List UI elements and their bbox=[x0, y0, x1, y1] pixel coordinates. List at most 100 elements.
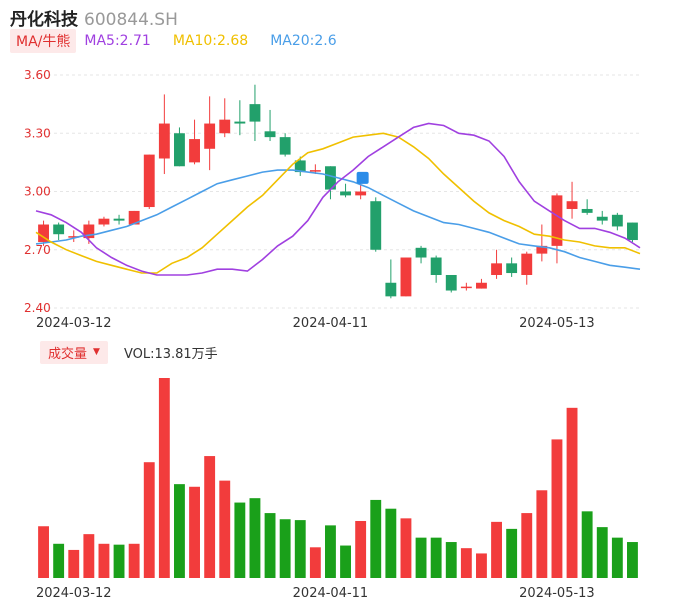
volume-bar bbox=[83, 534, 95, 578]
caret-down-icon: ▼ bbox=[93, 347, 100, 357]
candle-body bbox=[581, 208, 593, 213]
candle-body bbox=[460, 286, 472, 289]
candle-body bbox=[400, 257, 412, 297]
volume-bar bbox=[279, 519, 291, 578]
volume-bar bbox=[158, 378, 170, 578]
volume-bar bbox=[627, 542, 638, 578]
candle-body bbox=[521, 253, 533, 275]
ma10-value: MA10:2.68 bbox=[172, 33, 249, 49]
x-tick-label: 2024-04-11 bbox=[293, 316, 369, 331]
volume-bar bbox=[249, 498, 261, 578]
candle-body bbox=[98, 218, 110, 225]
volume-bar bbox=[325, 525, 336, 578]
candle-body bbox=[627, 222, 638, 241]
volume-bar bbox=[98, 543, 110, 578]
candle-body bbox=[128, 210, 140, 225]
volume-bar bbox=[38, 526, 49, 578]
ma10-line bbox=[35, 132, 641, 274]
volume-toggle-button[interactable]: 成交量 ▼ bbox=[40, 340, 108, 364]
candle-body bbox=[370, 201, 382, 250]
volume-x-tick-label: 2024-04-11 bbox=[293, 586, 369, 601]
candle-body bbox=[234, 121, 246, 124]
candle-body bbox=[249, 104, 261, 122]
candle-body bbox=[536, 245, 548, 254]
volume-bar bbox=[128, 543, 140, 578]
stock-name: 丹化科技 bbox=[10, 10, 78, 30]
candle-body bbox=[294, 160, 306, 173]
x-tick-label: 2024-03-12 bbox=[36, 316, 112, 331]
candle-body bbox=[279, 137, 291, 155]
volume-bar bbox=[415, 537, 427, 578]
volume-bar bbox=[234, 502, 246, 578]
volume-bar bbox=[189, 486, 200, 578]
volume-bar bbox=[370, 499, 382, 578]
volume-bar bbox=[204, 456, 216, 578]
y-tick-label: 2.40 bbox=[24, 301, 51, 315]
ma20-line bbox=[35, 169, 641, 270]
candle-body bbox=[174, 133, 185, 167]
candle-body bbox=[325, 166, 336, 190]
candle-body bbox=[219, 119, 231, 134]
volume-legend: 成交量 ▼ VOL:13.81万手 bbox=[40, 340, 218, 364]
stock-code: 600844.SH bbox=[84, 10, 178, 30]
y-tick-label: 3.30 bbox=[24, 126, 51, 140]
volume-x-tick-label: 2024-05-13 bbox=[519, 586, 595, 601]
candle-body bbox=[189, 139, 200, 163]
candle-body bbox=[83, 224, 95, 239]
volume-bar bbox=[566, 407, 578, 578]
ma5-value: MA5:2.71 bbox=[84, 33, 151, 49]
candle-body bbox=[491, 263, 502, 275]
volume-bar bbox=[143, 462, 155, 578]
y-tick-label: 3.00 bbox=[24, 185, 51, 199]
volume-bar bbox=[521, 513, 533, 578]
candle-body bbox=[566, 201, 578, 209]
volume-bar bbox=[611, 537, 623, 578]
volume-bar bbox=[430, 537, 442, 578]
candle-body bbox=[355, 191, 367, 196]
candle-body bbox=[506, 263, 518, 274]
candle-body bbox=[551, 195, 563, 246]
volume-toggle-label: 成交量 bbox=[48, 346, 88, 362]
candle-body bbox=[53, 224, 65, 235]
candle-body bbox=[158, 123, 170, 159]
candle-body bbox=[445, 274, 457, 291]
ma-legend: MA/牛熊 MA5:2.71 MA10:2.68 MA20:2.6 bbox=[10, 29, 359, 53]
candle-body bbox=[113, 218, 125, 221]
volume-bar bbox=[476, 553, 487, 578]
candle-body bbox=[415, 247, 427, 258]
volume-bar bbox=[536, 490, 548, 578]
ma5-line bbox=[35, 122, 641, 276]
volume-bar bbox=[68, 549, 80, 578]
volume-bar bbox=[113, 544, 125, 578]
candle-body bbox=[264, 131, 276, 138]
y-tick-label: 3.60 bbox=[24, 68, 51, 82]
candle-body bbox=[309, 170, 321, 172]
candle-body bbox=[143, 154, 155, 208]
volume-value: VOL:13.81万手 bbox=[123, 346, 218, 362]
volume-bar bbox=[219, 480, 231, 578]
candle-body bbox=[596, 216, 608, 221]
y-tick-label: 2.70 bbox=[24, 243, 51, 257]
candle-body bbox=[340, 191, 351, 196]
x-tick-label: 2024-05-13 bbox=[519, 316, 595, 331]
volume-bar bbox=[53, 543, 65, 578]
volume-bar bbox=[355, 520, 367, 578]
stock-title: 丹化科技 600844.SH bbox=[10, 5, 178, 30]
volume-bar bbox=[445, 542, 457, 578]
ma-toggle-button[interactable]: MA/牛熊 bbox=[10, 29, 77, 53]
ma20-value: MA20:2.6 bbox=[270, 33, 337, 49]
candle-body bbox=[611, 214, 623, 227]
volume-bar bbox=[294, 520, 306, 578]
volume-bar bbox=[491, 521, 502, 578]
candle-body bbox=[38, 224, 49, 242]
volume-bar bbox=[581, 511, 593, 578]
candle-body bbox=[430, 257, 442, 275]
volume-bar bbox=[264, 513, 276, 578]
volume-bar bbox=[551, 439, 563, 578]
volume-bar bbox=[340, 545, 351, 578]
candle-body bbox=[204, 123, 216, 149]
candle-body bbox=[68, 236, 80, 238]
volume-bar bbox=[596, 527, 608, 578]
volume-bar bbox=[460, 548, 472, 578]
